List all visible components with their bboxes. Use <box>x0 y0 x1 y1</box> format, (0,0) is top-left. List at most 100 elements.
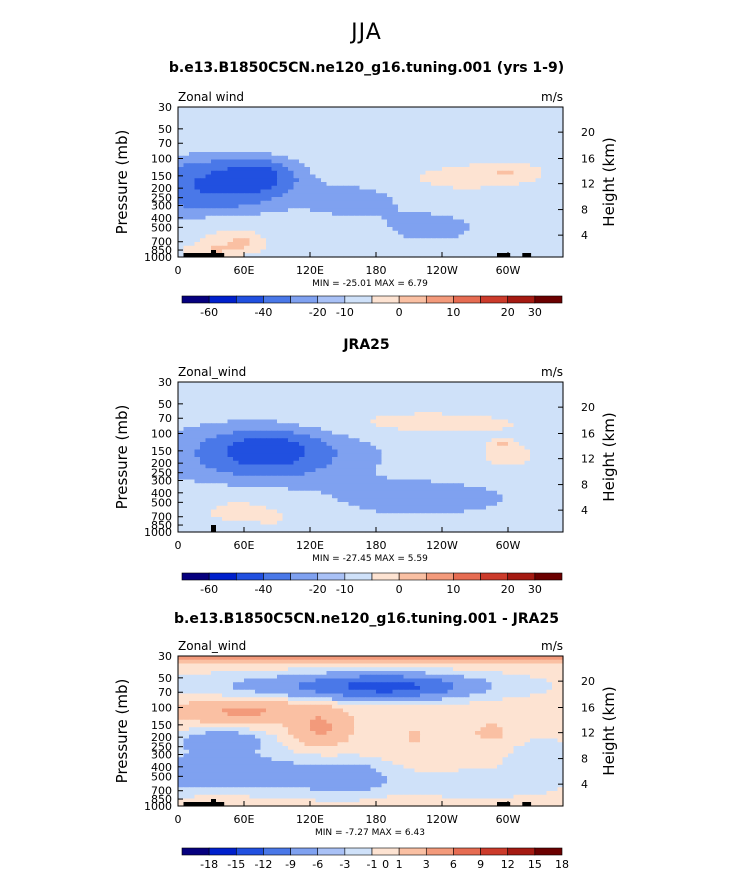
field-cell <box>447 174 454 179</box>
field-cell <box>266 487 273 492</box>
field-cell <box>200 445 207 451</box>
field-cell <box>420 155 427 161</box>
field-cell <box>288 170 295 176</box>
field-cell <box>497 170 504 176</box>
field-cell <box>546 133 553 138</box>
field-cell <box>398 487 405 492</box>
field-cell <box>189 393 196 398</box>
field-cell <box>431 137 438 142</box>
field-cell <box>486 442 493 447</box>
field-cell <box>277 475 284 481</box>
field-cell <box>288 389 295 394</box>
field-cell <box>315 193 322 198</box>
field-cell <box>299 129 306 134</box>
field-cell <box>447 238 454 243</box>
field-cell <box>244 242 251 247</box>
field-cell <box>469 434 476 439</box>
field-cell <box>414 472 421 477</box>
field-cell <box>458 197 465 202</box>
field-cell <box>541 393 548 398</box>
field-cell <box>458 249 465 254</box>
field-cell <box>387 114 394 119</box>
field-cell <box>403 219 410 224</box>
field-cell <box>530 129 537 134</box>
field-cell <box>541 152 548 157</box>
field-cell <box>315 167 322 172</box>
field-cell <box>233 253 240 258</box>
field-cell <box>332 408 339 413</box>
field-cell <box>299 393 306 398</box>
field-cell <box>271 460 278 466</box>
field-cell <box>376 110 383 116</box>
field-cell <box>519 170 526 176</box>
field-cell <box>293 385 300 391</box>
field-cell <box>436 178 443 183</box>
field-cell <box>392 208 399 213</box>
field-cell <box>343 249 350 254</box>
field-cell <box>365 140 372 146</box>
field-cell <box>557 397 564 402</box>
field-cell <box>277 427 284 432</box>
field-cell <box>409 174 416 179</box>
field-cell <box>260 110 267 116</box>
field-cell <box>244 479 251 484</box>
field-cell <box>310 155 317 161</box>
field-cell <box>425 389 432 394</box>
field-cell <box>200 234 207 239</box>
field-cell <box>337 408 344 413</box>
field-cell <box>365 423 372 428</box>
field-cell <box>282 464 289 469</box>
field-cell <box>288 468 295 473</box>
field-cell <box>376 140 383 146</box>
field-cell <box>524 163 531 168</box>
field-cell <box>519 223 526 228</box>
field-cell <box>475 159 482 164</box>
field-cell <box>508 445 515 451</box>
field-cell <box>343 140 350 146</box>
field-cell <box>194 442 201 447</box>
field-cell <box>381 170 388 176</box>
field-cell <box>480 189 487 194</box>
field-cell <box>486 148 493 153</box>
field-cell <box>535 472 542 477</box>
field-cell <box>299 125 306 131</box>
field-cell <box>376 133 383 138</box>
field-cell <box>194 227 201 232</box>
field-cell <box>354 163 361 168</box>
field-cell <box>420 415 427 421</box>
field-cell <box>486 230 493 236</box>
field-cell <box>354 208 361 213</box>
field-cell <box>266 227 273 232</box>
field-cell <box>513 442 520 447</box>
field-cell <box>277 464 284 469</box>
field-cell <box>337 460 344 466</box>
field-cell <box>365 137 372 142</box>
field-cell <box>326 427 333 432</box>
field-cell <box>189 122 196 127</box>
field-cell <box>535 167 542 172</box>
field-cell <box>299 242 306 247</box>
field-cell <box>557 487 564 492</box>
field-cell <box>370 464 377 469</box>
field-cell <box>277 219 284 224</box>
field-cell <box>216 193 223 198</box>
field-cell <box>546 215 553 221</box>
field-cell <box>387 242 394 247</box>
field-cell <box>310 219 317 224</box>
field-cell <box>447 230 454 236</box>
field-cell <box>354 238 361 243</box>
field-cell <box>282 155 289 161</box>
field-cell <box>260 174 267 179</box>
field-cell <box>398 219 405 224</box>
field-cell <box>249 159 256 164</box>
field-cell <box>403 189 410 194</box>
field-cell <box>189 242 196 247</box>
field-cell <box>541 159 548 164</box>
field-cell <box>535 140 542 146</box>
field-cell <box>541 385 548 391</box>
field-cell <box>271 249 278 254</box>
field-cell <box>233 163 240 168</box>
field-cell <box>552 460 559 466</box>
field-cell <box>519 382 526 387</box>
field-cell <box>293 219 300 224</box>
